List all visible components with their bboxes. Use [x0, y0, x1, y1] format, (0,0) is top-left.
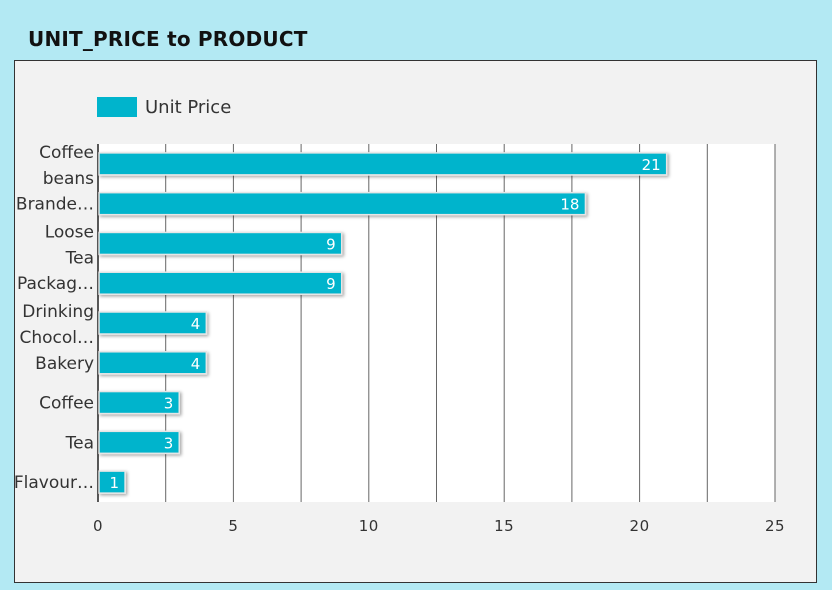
bar-value-label: 21 — [642, 156, 661, 174]
y-category-label: Packag… — [17, 274, 94, 294]
y-category-label: Loose Tea — [45, 222, 94, 268]
bar-value-label: 4 — [191, 315, 201, 333]
y-category-label: Bakery — [35, 354, 94, 374]
y-category-label: Coffee — [39, 394, 94, 414]
x-tick-label: 20 — [630, 517, 650, 535]
bar — [98, 152, 668, 176]
y-category-label: Drinking Chocol… — [19, 302, 94, 348]
y-category-label: Flavour… — [14, 473, 94, 493]
bar — [98, 430, 180, 455]
legend-label: Unit Price — [145, 97, 231, 118]
bar-value-label: 1 — [110, 474, 120, 492]
x-tick-label: 0 — [93, 517, 103, 535]
bar-value-label: 9 — [326, 235, 336, 253]
bar-value-label: 18 — [560, 196, 579, 214]
bar-value-label: 3 — [164, 434, 174, 452]
bar — [98, 271, 343, 295]
bar-value-label: 4 — [191, 355, 201, 373]
bar — [98, 390, 180, 415]
x-tick-label: 15 — [494, 517, 514, 535]
x-tick-label: 10 — [359, 517, 379, 535]
bar-value-label: 3 — [164, 395, 174, 413]
bar — [98, 191, 587, 216]
y-category-label: Tea — [65, 433, 94, 453]
legend-swatch — [97, 97, 137, 117]
bar — [98, 231, 343, 256]
bar-value-label: 9 — [326, 275, 336, 293]
x-tick-label: 25 — [765, 517, 785, 535]
chart-title: UNIT_PRICE to PRODUCT — [28, 27, 308, 51]
x-tick-label: 5 — [228, 517, 238, 535]
bar — [98, 311, 208, 335]
bar — [98, 470, 126, 494]
y-category-label: Brande… — [16, 195, 94, 215]
bar — [98, 351, 208, 375]
y-category-label: Coffee beans — [39, 143, 94, 189]
